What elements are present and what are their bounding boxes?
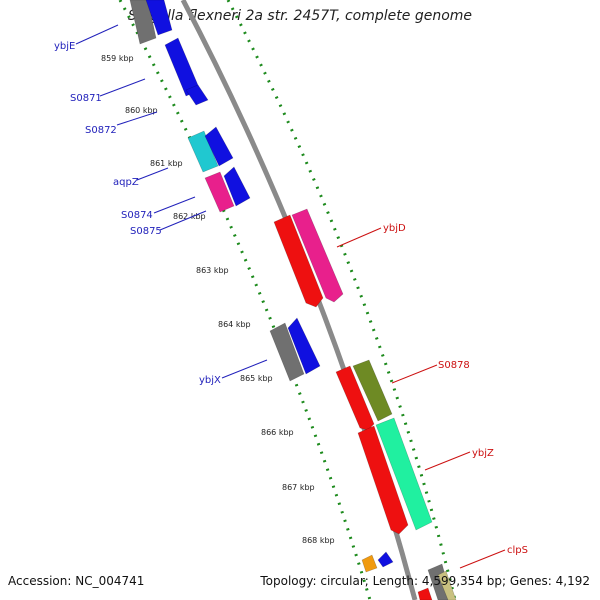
tick-label: 865 kbp bbox=[240, 374, 273, 383]
gene-label[interactable]: ybjE bbox=[54, 41, 75, 52]
left-strand-genes bbox=[129, 0, 394, 573]
tick-label: 863 kbp bbox=[196, 266, 229, 275]
gene-label[interactable]: ybjD bbox=[383, 223, 406, 234]
gene-label[interactable]: S0871 bbox=[70, 93, 102, 104]
genome-backbone bbox=[180, 0, 418, 600]
genome-title: Shigella flexneri 2a str. 2457T, complet… bbox=[127, 8, 473, 24]
gene-arrow[interactable] bbox=[145, 0, 173, 36]
gene-label[interactable]: S0875 bbox=[130, 226, 162, 237]
gene-label[interactable]: S0872 bbox=[85, 125, 117, 136]
gene-arrow[interactable] bbox=[187, 130, 219, 173]
gene-arrow[interactable] bbox=[335, 365, 375, 431]
gene-arrow[interactable] bbox=[417, 587, 433, 600]
scale-track-right bbox=[226, 0, 457, 600]
gene-label[interactable]: ybjZ bbox=[472, 448, 494, 459]
gene-arrow[interactable] bbox=[437, 570, 457, 600]
gene-arrow[interactable] bbox=[291, 208, 344, 303]
gene-arrow[interactable] bbox=[129, 0, 157, 45]
right-gene-labels: ybjD S0878 ybjZ clpS bbox=[383, 223, 528, 556]
tick-label: 864 kbp bbox=[218, 320, 251, 329]
gene-label[interactable]: aqpZ bbox=[113, 177, 139, 188]
right-leader-lines bbox=[336, 227, 506, 569]
genome-info: Topology: circular; Length: 4,599,354 bp… bbox=[260, 574, 590, 588]
gene-arrow[interactable] bbox=[361, 554, 378, 573]
left-gene-labels: ybjE S0871 S0872 aqpZ S0874 S0875 ybjX bbox=[54, 41, 221, 386]
tick-labels: 859 kbp 860 kbp 861 kbp 862 kbp 863 kbp … bbox=[101, 54, 335, 545]
gene-arrow[interactable] bbox=[204, 171, 235, 213]
tick-label: 862 kbp bbox=[173, 212, 206, 221]
gene-arrow[interactable] bbox=[375, 417, 433, 531]
gene-label[interactable]: S0874 bbox=[121, 210, 153, 221]
left-leader-lines bbox=[75, 24, 268, 379]
gene-arrow[interactable] bbox=[377, 551, 394, 568]
tick-label: 859 kbp bbox=[101, 54, 134, 63]
tick-label: 866 kbp bbox=[261, 428, 294, 437]
tick-label: 861 kbp bbox=[150, 159, 183, 168]
right-strand-genes bbox=[273, 208, 457, 600]
gene-arrow[interactable] bbox=[287, 317, 321, 375]
gene-label[interactable]: ybjX bbox=[199, 375, 221, 386]
gene-arrow[interactable] bbox=[204, 126, 234, 167]
gene-arrow[interactable] bbox=[273, 214, 324, 308]
gene-arrow[interactable] bbox=[352, 359, 393, 422]
gene-label[interactable]: clpS bbox=[507, 545, 528, 556]
gene-label[interactable]: S0878 bbox=[438, 360, 470, 371]
gene-arrow[interactable] bbox=[357, 425, 409, 535]
tick-label: 867 kbp bbox=[282, 483, 315, 492]
gene-arrow[interactable] bbox=[223, 166, 251, 207]
gene-arrow[interactable] bbox=[269, 322, 305, 382]
accession-label: Accession: NC_004741 bbox=[8, 574, 145, 588]
gene-arrow[interactable] bbox=[185, 84, 209, 106]
tick-label: 868 kbp bbox=[302, 536, 335, 545]
tick-label: 860 kbp bbox=[125, 106, 158, 115]
